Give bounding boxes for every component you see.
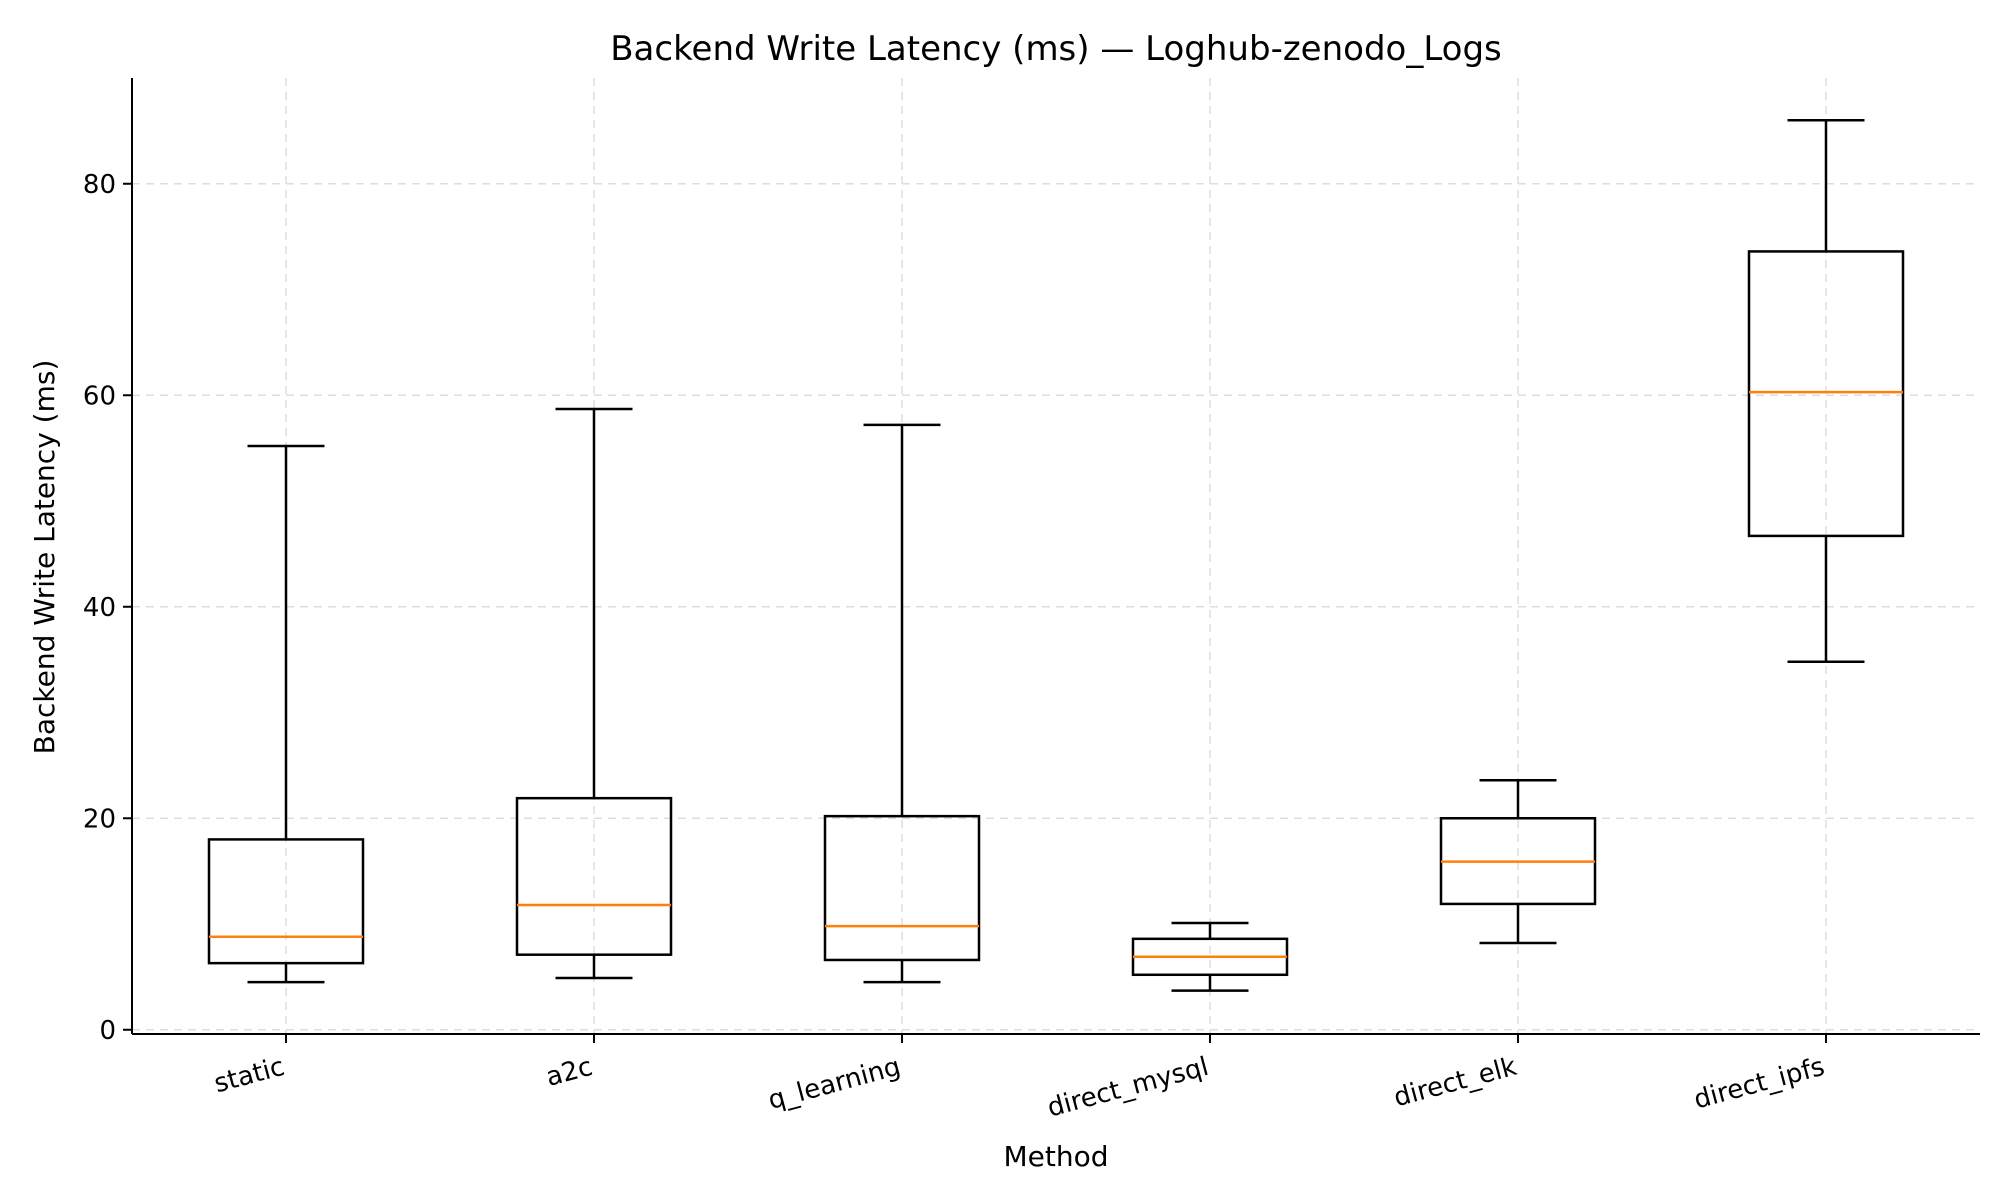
y-axis-label: Backend Write Latency (ms) (28, 360, 61, 755)
box-series (207, 119, 1905, 992)
grid-lines (132, 78, 1980, 1034)
x-tick-label: a2c (543, 1052, 596, 1093)
axes: 0 20 40 60 80 static a2c q_learning direct_mysql… (83, 78, 1980, 1124)
iqr-box (1747, 250, 1905, 538)
box-static (207, 444, 365, 984)
x-tick-label: q_learning (765, 1052, 904, 1116)
y-tick-label: 40 (83, 593, 116, 623)
box-direct_ipfs (1747, 119, 1905, 664)
y-tick-label: 80 (83, 170, 116, 200)
iqr-box (515, 796, 673, 956)
y-tick-label: 0 (99, 1016, 116, 1046)
x-tick-label: direct_mysql (1044, 1052, 1211, 1124)
y-tick-label: 60 (83, 381, 116, 411)
box-a2c (515, 407, 673, 980)
x-tick-label: direct_ipfs (1691, 1052, 1828, 1116)
iqr-box (823, 814, 981, 962)
x-tick-label: direct_elk (1391, 1052, 1520, 1113)
box-q_learning (823, 423, 981, 984)
box-direct_mysql (1131, 921, 1289, 992)
x-tick-label: static (211, 1052, 288, 1099)
y-tick-label: 20 (83, 804, 116, 834)
box-direct_elk (1439, 778, 1597, 945)
iqr-box (207, 838, 365, 965)
x-axis-label: Method (1003, 1140, 1108, 1173)
chart-title: Backend Write Latency (ms) — Loghub-zeno… (610, 29, 1502, 69)
